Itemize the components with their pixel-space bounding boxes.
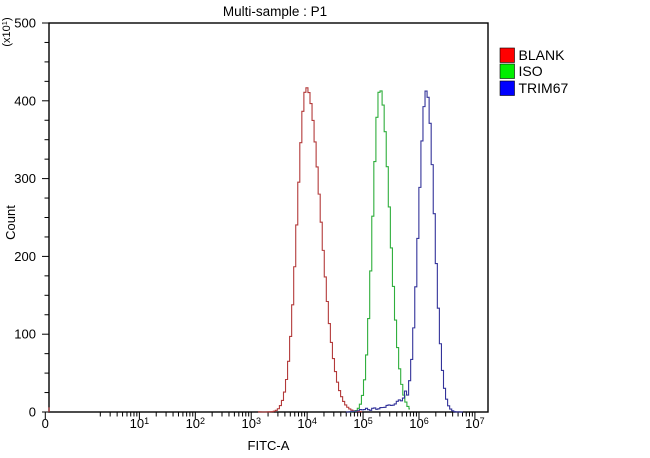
svg-text:200: 200 — [14, 249, 36, 264]
svg-text:100: 100 — [14, 327, 36, 342]
svg-text:0: 0 — [42, 416, 49, 431]
svg-text:103: 103 — [241, 416, 260, 431]
svg-text:105: 105 — [353, 416, 372, 431]
svg-text:106: 106 — [409, 416, 428, 431]
svg-text:500: 500 — [14, 16, 36, 31]
svg-text:104: 104 — [297, 416, 316, 431]
svg-text:Multi-sample : P1: Multi-sample : P1 — [223, 4, 327, 19]
svg-text:BLANK: BLANK — [519, 47, 566, 63]
svg-text:0: 0 — [29, 405, 36, 420]
svg-text:(x101): (x101) — [0, 17, 13, 46]
svg-text:FITC-A: FITC-A — [248, 438, 290, 453]
svg-text:Count: Count — [3, 205, 18, 240]
svg-text:400: 400 — [14, 93, 36, 108]
svg-text:107: 107 — [465, 416, 484, 431]
svg-text:300: 300 — [14, 171, 36, 186]
svg-text:101: 101 — [130, 416, 149, 431]
svg-text:102: 102 — [186, 416, 205, 431]
svg-text:TRIM67: TRIM67 — [519, 80, 569, 96]
svg-text:ISO: ISO — [519, 63, 543, 79]
